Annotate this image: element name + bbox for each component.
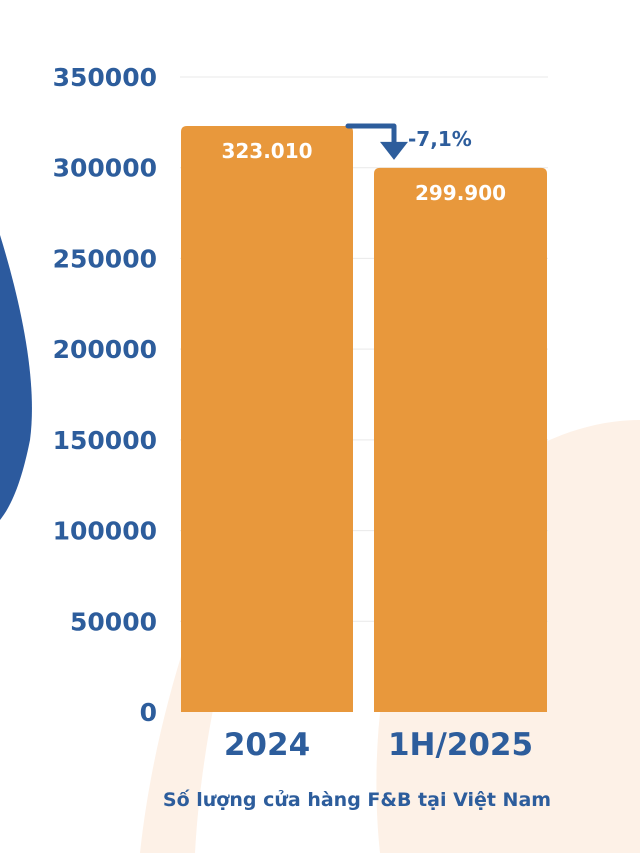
y-tick-label: 200000 (53, 335, 157, 364)
change-percent-label: -7,1% (408, 127, 472, 151)
y-axis-ticks: 0 50000 100000 150000 200000 250000 300000 3500… (53, 63, 157, 727)
bar-value-label: 299.900 (415, 181, 506, 205)
bar (374, 167, 547, 712)
change-annotation: -7,1% (345, 123, 472, 160)
bar (181, 125, 353, 712)
y-tick-label: 350000 (53, 63, 157, 92)
bars: 323.010 299.900 (181, 125, 547, 712)
y-tick-label: 300000 (53, 154, 157, 183)
change-arrow-head (380, 141, 408, 160)
y-tick-label: 100000 (53, 517, 157, 546)
x-tick-label: 1H/2025 (388, 727, 533, 763)
change-arrow-line (345, 123, 397, 147)
y-tick-label: 150000 (53, 426, 157, 455)
x-axis-ticks: 2024 1H/2025 (224, 727, 533, 763)
y-tick-label: 50000 (70, 607, 157, 636)
x-tick-label: 2024 (224, 727, 310, 763)
y-tick-label: 250000 (53, 244, 157, 273)
bar-value-label: 323.010 (221, 139, 312, 163)
decor-blue-swoosh (0, 235, 32, 520)
y-tick-label: 0 (140, 698, 157, 727)
chart-caption: Số lượng cửa hàng F&B tại Việt Nam (163, 788, 551, 811)
